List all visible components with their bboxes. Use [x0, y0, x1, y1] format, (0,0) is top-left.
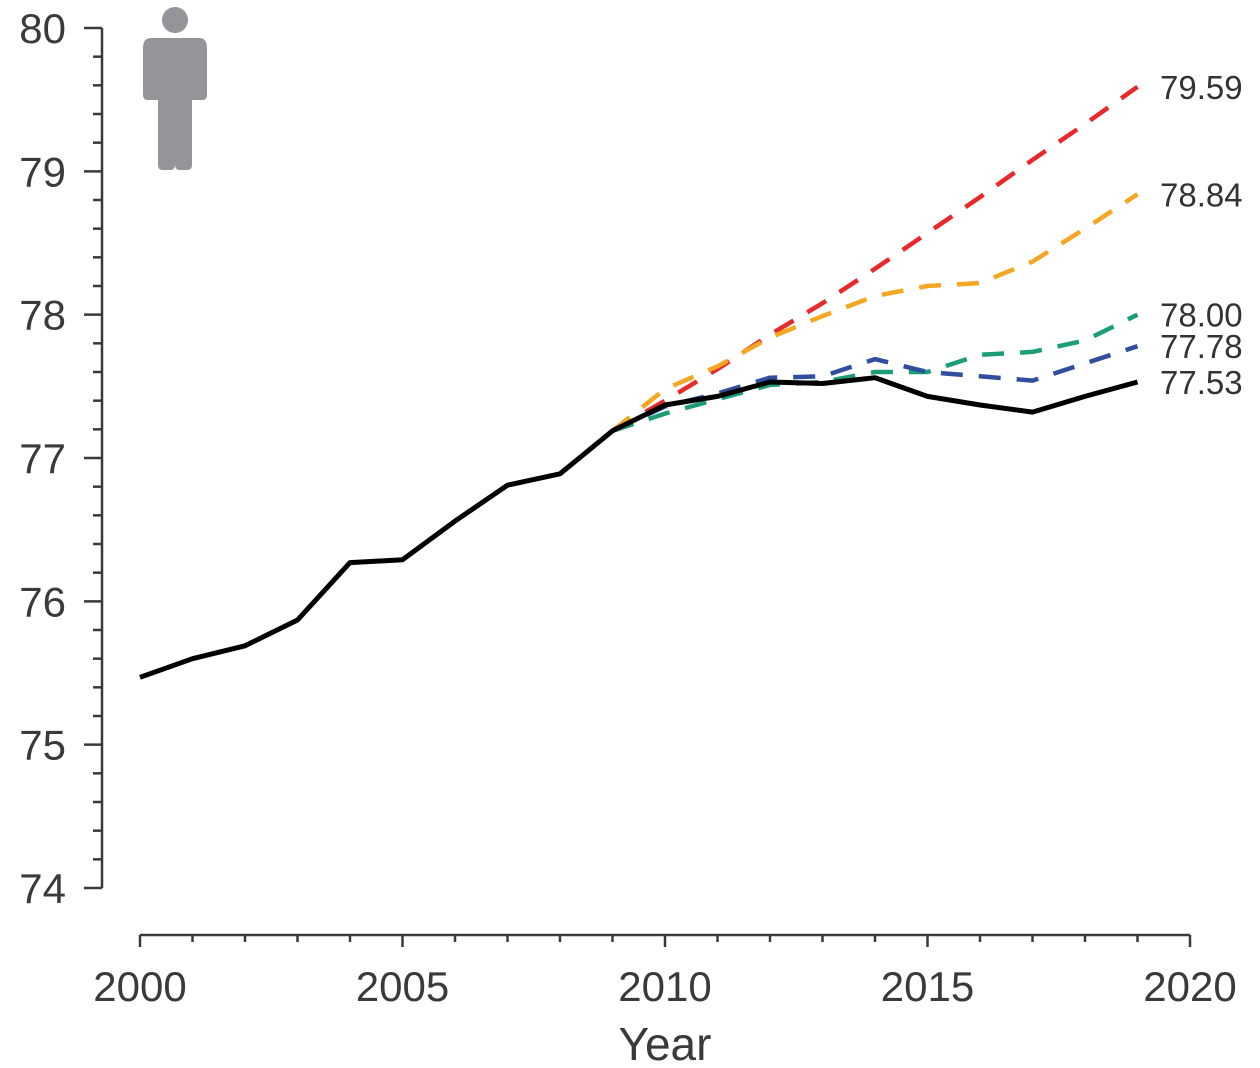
x-tick-label: 2015	[881, 963, 974, 1010]
series-end-label-1: 79.59	[1160, 69, 1243, 106]
y-tick-label: 80	[19, 5, 66, 52]
person-icon-body	[143, 38, 207, 170]
person-icon-head	[162, 7, 188, 33]
x-tick-label: 2020	[1143, 963, 1236, 1010]
y-tick-label: 77	[19, 435, 66, 482]
y-tick-label: 78	[19, 292, 66, 339]
series-layer	[139, 84, 1139, 680]
series-end-label-3: 78.00	[1160, 297, 1243, 334]
series-line-0	[139, 375, 1139, 680]
person-icon	[143, 7, 207, 170]
series-end-label-4: 77.78	[1160, 328, 1243, 365]
y-tick-label: 74	[19, 865, 66, 912]
series-line-1	[611, 84, 1139, 433]
series-end-label-2: 78.84	[1160, 176, 1243, 213]
x-tick-label: 2000	[93, 963, 186, 1010]
y-tick-label: 79	[19, 148, 66, 195]
y-tick-label: 75	[19, 722, 66, 769]
x-tick-label: 2005	[356, 963, 449, 1010]
y-tick-label: 76	[19, 578, 66, 625]
y-axis: 74 75 76 77 78 79 80	[19, 5, 104, 912]
series-line-3	[611, 312, 1139, 433]
series-end-label-0: 77.53	[1160, 364, 1243, 401]
x-axis-title: Year	[619, 1018, 712, 1068]
x-axis: 2000 2005 2010 2015 2020	[93, 933, 1237, 1010]
x-tick-label: 2010	[618, 963, 711, 1010]
series-line-2	[611, 192, 1139, 433]
series-line-4	[611, 344, 1139, 433]
